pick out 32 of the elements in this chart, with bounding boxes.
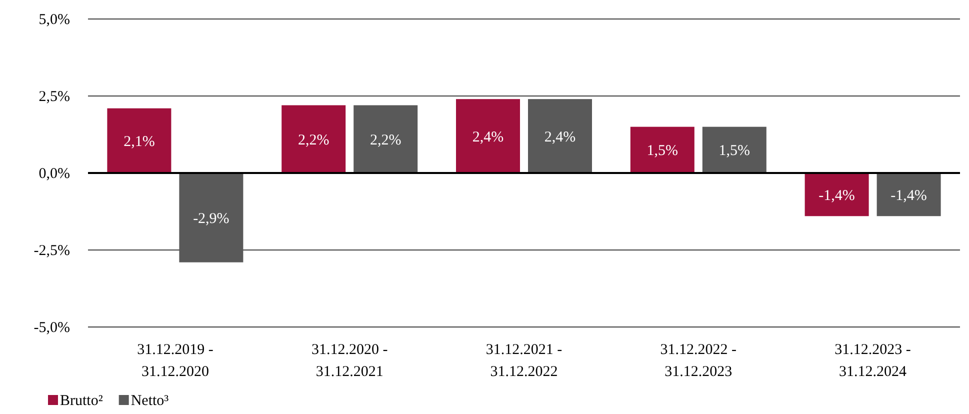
bar	[630, 126, 694, 173]
y-tick-label: -2,5%	[34, 242, 70, 259]
data-label: 2,2%	[298, 132, 330, 148]
data-label: 2,4%	[472, 129, 504, 146]
y-tick-label: -5,0%	[34, 320, 70, 336]
data-label: 2,1%	[124, 134, 155, 150]
bar	[179, 173, 244, 262]
data-label: 2,2%	[370, 132, 402, 148]
data-label: 1,5%	[646, 143, 678, 160]
x-tick-label: 31.12.2020 - 31.12.2021	[311, 342, 388, 380]
bar	[702, 126, 766, 173]
bar	[282, 105, 346, 173]
x-tick-label: 31.12.2022 - 31.12.2023	[660, 342, 737, 380]
data-label: -2,9%	[193, 210, 230, 227]
bar	[876, 173, 941, 216]
legend-label: Netto³	[130, 393, 170, 409]
data-label: -1,4%	[818, 188, 855, 204]
x-tick-label: 31.12.2023 - 31.12.2024	[834, 342, 911, 380]
x-tick-label: 31.12.2021 - 31.12.2022	[486, 342, 562, 380]
y-tick-label: 5,0%	[38, 12, 70, 28]
data-label: 2,4%	[544, 129, 576, 146]
y-tick-label: 0,0%	[38, 166, 70, 182]
legend-label: Brutto²	[60, 393, 104, 409]
bar	[528, 99, 592, 173]
data-label: -1,4%	[890, 188, 927, 204]
y-tick-label: 2,5%	[38, 88, 70, 105]
bar	[354, 105, 418, 173]
data-label: 1,5%	[718, 143, 750, 160]
bar	[107, 108, 172, 173]
x-tick-label: 31.12.2019 - 31.12.2020	[137, 342, 214, 380]
bar	[456, 99, 520, 173]
bar	[804, 173, 869, 216]
